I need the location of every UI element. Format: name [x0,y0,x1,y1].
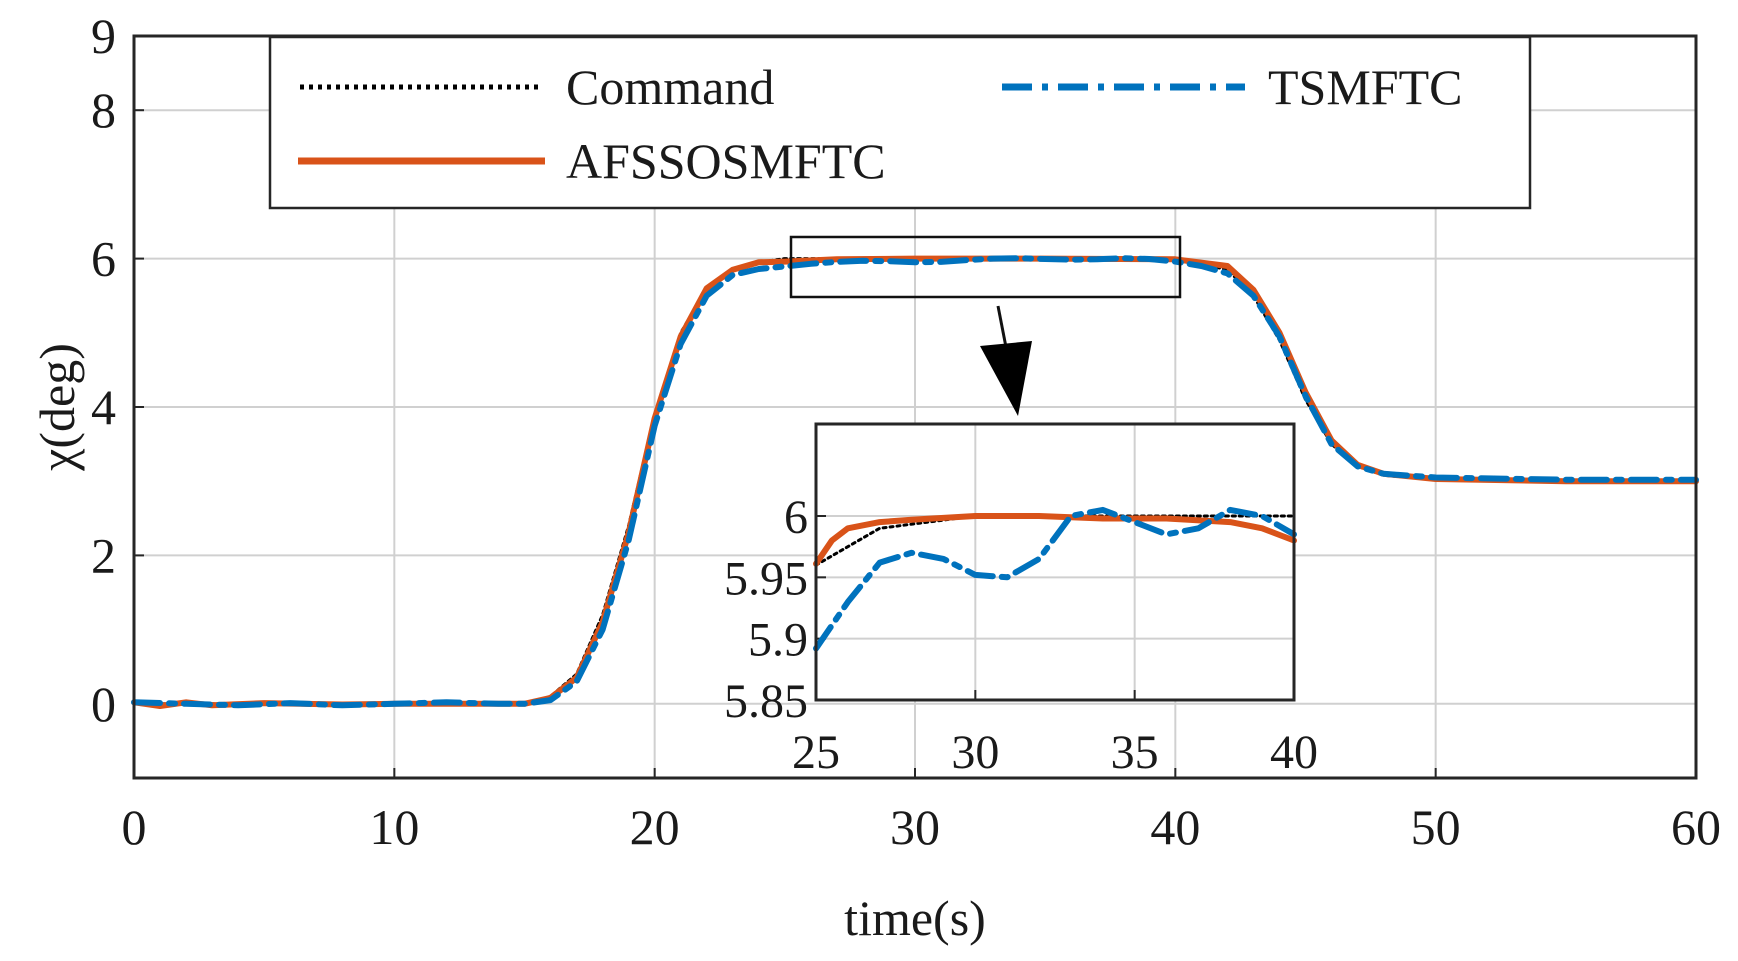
main-y-tick-label: 8 [91,82,116,138]
zoom-arrow-head [980,341,1032,416]
main-series-tsmftc-line [131,255,1699,709]
inset-plot: 5.85 5.9 5.95 6 25 30 35 40 [724,422,1318,779]
inset-series-afssosmftc-line [813,513,1297,567]
x-axis-label: time(s) [844,890,986,946]
inset-y-tick-label: 5.85 [724,675,808,728]
zoom-region-box [789,235,1182,299]
main-y-tick-label: 4 [91,379,116,435]
inset-x-tick-label: 30 [951,726,999,779]
main-x-tick-label: 20 [630,799,680,855]
inset-background [816,424,1294,700]
inset-x-tick-labels: 25 30 35 40 [792,726,1318,779]
main-x-tick-label: 10 [369,799,419,855]
legend-box [268,35,1532,210]
main-y-tick-label: 2 [91,527,116,583]
main-x-tick-label: 40 [1150,799,1200,855]
inset-x-tick-label: 35 [1111,726,1159,779]
legend: Command TSMFTC AFSSOSMFTC [268,35,1532,210]
main-y-tick-label: 6 [91,231,116,287]
inset-y-tick-label: 6 [784,491,808,544]
legend-afssosmftc-label: AFSSOSMFTC [566,133,886,189]
inset-series-tsmftc-line [813,506,1297,652]
inset-series [813,506,1297,652]
main-x-tick-label: 30 [890,799,940,855]
main-y-tick-label: 0 [91,676,116,732]
inset-y-tick-label: 5.9 [748,614,808,667]
legend-tsmftc-label: TSMFTC [1268,59,1463,115]
legend-command-label: Command [566,59,774,115]
main-x-tick-label: 60 [1671,799,1721,855]
main-x-tick-label: 50 [1411,799,1461,855]
y-axis-label: χ(deg) [29,343,85,472]
main-x-tick-label: 0 [122,799,147,855]
inset-plot-frame [814,422,1296,702]
main-x-tick-labels: 0 10 20 30 40 50 60 [122,799,1722,855]
main-y-tick-labels: 0 2 4 6 8 9 [91,8,116,732]
main-series [131,255,1699,709]
inset-y-tick-label: 5.95 [724,552,808,605]
inset-x-tick-label: 25 [792,726,840,779]
inset-x-tick-label: 40 [1270,726,1318,779]
inset-y-tick-labels: 5.85 5.9 5.95 6 [724,491,808,728]
main-y-tick-label: 9 [91,8,116,64]
